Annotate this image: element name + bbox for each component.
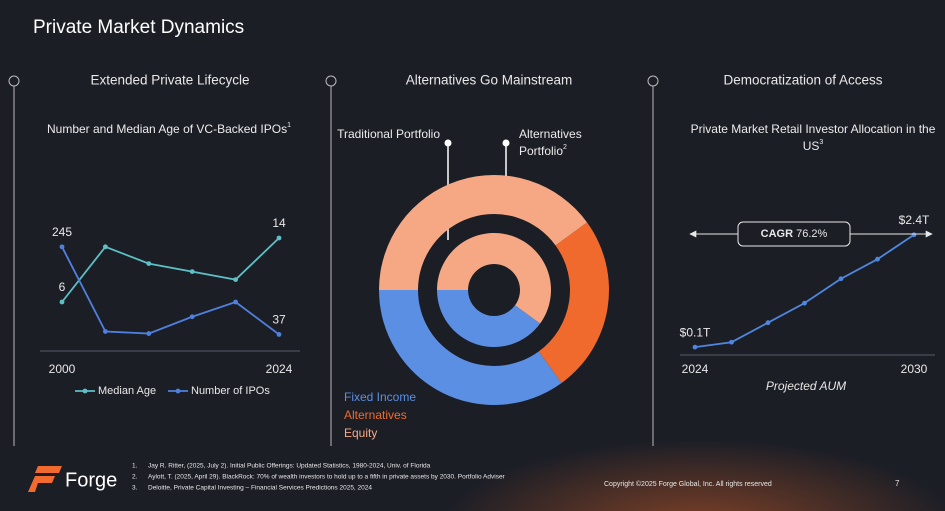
footnote-ref: 1 (287, 122, 292, 129)
data-point (276, 332, 282, 337)
data-point (765, 320, 771, 326)
annotation-text: 76.2% (796, 228, 827, 240)
footnote: Jay R. Ritter, (2025, July 2). Initial P… (148, 463, 431, 470)
data-point (233, 277, 239, 282)
logo-shape (28, 476, 55, 492)
donut-segment (437, 232, 551, 324)
series-line (694, 234, 915, 349)
data-point (146, 331, 152, 336)
x-tick-label: 2024 (266, 362, 293, 376)
data-point (103, 244, 108, 250)
data-point (59, 244, 65, 250)
legend-label: Equity (344, 426, 377, 440)
footnote-number: 2. (132, 474, 138, 481)
footnote-ref: 2 (563, 144, 567, 151)
x-tick-label: 2000 (49, 362, 76, 376)
logo-text: Forge (65, 469, 117, 491)
donut-segment (538, 222, 609, 384)
chart-title: Number and Median Age of VC-Backed IPOs1 (44, 121, 294, 138)
timeline (8, 75, 659, 446)
footnote-ref: 3 (819, 139, 824, 146)
legend-label: Median Age (98, 385, 156, 397)
data-point (233, 299, 239, 305)
data-label: 6 (59, 280, 66, 294)
x-tick-label: 2024 (682, 362, 709, 376)
annotation-label: CAGR (761, 228, 793, 240)
data-point (911, 232, 917, 238)
annotation: CAGR 76.2% (761, 228, 828, 240)
data-label: 37 (272, 313, 286, 327)
data-point (276, 235, 282, 241)
logo-icon (28, 466, 62, 492)
data-point (729, 339, 734, 345)
section-header: Alternatives Go Mainstream (406, 73, 573, 88)
donut-segment (437, 290, 541, 347)
legend-swatch-dot (175, 388, 181, 394)
chart-title-text: Private Market Retail Investor Allocatio… (690, 122, 936, 153)
page-number: 7 (895, 479, 900, 488)
x-tick-label: 2030 (901, 362, 928, 376)
timeline-node (8, 75, 20, 87)
ring-label-text: Alternatives Portfolio (519, 127, 582, 158)
data-point (146, 261, 152, 266)
ring-label-text: Traditional Portfolio (337, 127, 440, 141)
data-point (692, 344, 698, 350)
footnote: Deloitte, Private Capital Investing – Fi… (148, 485, 372, 492)
data-point (802, 300, 807, 306)
data-point (59, 299, 65, 305)
data-point (838, 276, 844, 282)
timeline-node (325, 75, 337, 87)
data-label: 14 (272, 216, 286, 230)
data-point (103, 329, 108, 334)
footnote-number: 1. (132, 463, 138, 470)
data-label: 245 (52, 225, 72, 239)
legend-label: Number of IPOs (191, 385, 270, 397)
legend-swatch-dot (82, 388, 88, 394)
data-point (875, 256, 880, 262)
legend-label: Fixed Income (344, 390, 416, 404)
chart-title: Private Market Retail Investor Allocatio… (683, 121, 943, 155)
section-header: Democratization of Access (723, 73, 882, 88)
slide-title: Private Market Dynamics (33, 17, 244, 38)
legend-label: Alternatives (344, 408, 407, 422)
logo-shape (35, 466, 62, 473)
ring-label: Traditional Portfolio (318, 126, 440, 143)
donut-segment (378, 175, 588, 290)
data-point (189, 314, 195, 320)
footnote: Aylott, T. (2025, April 29). BlackRock: … (148, 474, 506, 481)
copyright: Copyright ©2025 Forge Global, Inc. All r… (604, 480, 772, 488)
ring-pointer-dot (444, 139, 452, 147)
footnote-number: 3. (132, 485, 138, 492)
series-line (61, 246, 280, 336)
annotation-box (737, 221, 851, 247)
ring-label: Alternatives Portfolio2 (519, 126, 599, 160)
timeline-node (647, 75, 659, 87)
section-header: Extended Private Lifecycle (90, 73, 249, 88)
data-label: $0.1T (680, 325, 711, 339)
data-label: $2.4T (899, 213, 930, 227)
ring-pointer-dot (502, 139, 510, 147)
data-point (189, 269, 195, 274)
series-line (61, 237, 280, 303)
x-axis-title: Projected AUM (766, 379, 846, 393)
donut-segment (378, 290, 562, 405)
chart-title-text: Number and Median Age of VC-Backed IPOs (46, 122, 288, 136)
footnotes: 1. Jay R. Ritter, (2025, July 2). Initia… (132, 463, 506, 492)
